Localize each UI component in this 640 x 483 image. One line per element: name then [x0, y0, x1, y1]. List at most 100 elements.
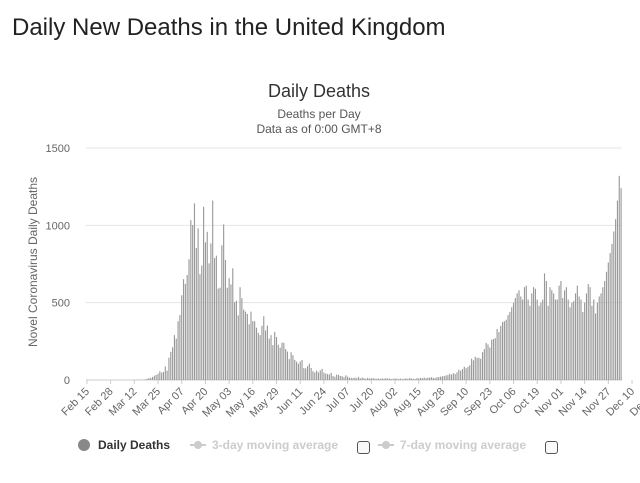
bar[interactable] [419, 377, 422, 380]
bar[interactable] [399, 378, 402, 380]
legend-item-daily-deaths[interactable]: Daily Deaths [78, 438, 170, 452]
bar[interactable] [314, 372, 316, 380]
bar[interactable] [281, 342, 283, 380]
bar[interactable] [193, 203, 196, 380]
bar[interactable] [480, 358, 482, 380]
bar[interactable] [405, 378, 407, 380]
bar[interactable] [199, 274, 201, 380]
bar[interactable] [177, 321, 179, 380]
bar[interactable] [323, 372, 325, 380]
bar[interactable] [197, 228, 199, 380]
bar[interactable] [188, 259, 190, 380]
bar[interactable] [474, 356, 476, 380]
bar[interactable] [531, 293, 533, 380]
bar[interactable] [518, 290, 520, 380]
bar[interactable] [580, 299, 582, 380]
bar[interactable] [564, 290, 566, 380]
bar[interactable] [341, 376, 343, 380]
bar[interactable] [345, 375, 347, 380]
bar[interactable] [348, 377, 351, 380]
bar[interactable] [265, 330, 267, 380]
checkbox-7-day-average[interactable] [545, 441, 558, 454]
bar[interactable] [146, 378, 148, 380]
bar[interactable] [620, 188, 622, 380]
bar[interactable] [190, 220, 192, 380]
bar[interactable] [213, 258, 216, 380]
bar[interactable] [330, 372, 332, 380]
bar[interactable] [574, 293, 577, 380]
bar[interactable] [388, 378, 391, 380]
bar[interactable] [257, 332, 259, 380]
bar[interactable] [491, 339, 493, 380]
bar[interactable] [602, 287, 604, 380]
bar[interactable] [394, 378, 396, 380]
legend-item-7-day-average[interactable]: 7-day moving average [378, 438, 526, 452]
bar[interactable] [618, 175, 620, 380]
bar[interactable] [241, 298, 243, 380]
bar[interactable] [410, 378, 412, 380]
bar[interactable] [235, 300, 237, 380]
bar[interactable] [301, 359, 303, 380]
bar[interactable] [540, 302, 542, 380]
bar[interactable] [347, 376, 349, 380]
bar[interactable] [206, 231, 208, 380]
bar[interactable] [605, 271, 608, 380]
bar[interactable] [569, 307, 571, 380]
bar[interactable] [522, 299, 524, 380]
bar[interactable] [511, 307, 513, 380]
bar[interactable] [359, 378, 361, 380]
bar[interactable] [376, 378, 378, 380]
bar[interactable] [250, 311, 252, 380]
bar[interactable] [378, 378, 380, 380]
bar[interactable] [551, 290, 553, 380]
bar[interactable] [487, 344, 489, 380]
bar[interactable] [232, 268, 234, 380]
bar[interactable] [303, 368, 305, 380]
bar[interactable] [571, 302, 573, 380]
bar[interactable] [585, 293, 588, 380]
bar[interactable] [582, 311, 584, 380]
bar[interactable] [523, 287, 526, 380]
bar[interactable] [332, 375, 334, 380]
bar[interactable] [294, 359, 296, 380]
bar[interactable] [217, 288, 219, 380]
bar[interactable] [370, 378, 372, 380]
legend-item-3-day-average[interactable]: 3-day moving average [190, 438, 338, 452]
bar[interactable] [450, 374, 453, 380]
bar[interactable] [445, 375, 447, 380]
bar[interactable] [469, 365, 471, 380]
bar[interactable] [409, 378, 411, 380]
bar[interactable] [440, 376, 442, 380]
bar[interactable] [465, 368, 467, 380]
bar[interactable] [514, 298, 516, 380]
bar[interactable] [443, 375, 445, 380]
bar[interactable] [337, 374, 340, 380]
bar[interactable] [412, 378, 414, 380]
bar[interactable] [352, 378, 354, 380]
bar[interactable] [226, 287, 228, 380]
bar[interactable] [277, 344, 279, 380]
bar[interactable] [288, 359, 290, 380]
bar[interactable] [485, 342, 487, 380]
bar[interactable] [398, 378, 400, 380]
bar[interactable] [175, 338, 177, 380]
checkbox-3-day-average[interactable] [357, 441, 370, 454]
bar[interactable] [427, 377, 429, 380]
bar[interactable] [396, 378, 398, 380]
bar[interactable] [363, 378, 365, 380]
bar[interactable] [607, 262, 609, 380]
bar[interactable] [272, 345, 274, 380]
bar[interactable] [325, 373, 327, 381]
bar[interactable] [368, 378, 371, 380]
bar[interactable] [259, 335, 261, 380]
bar[interactable] [509, 311, 511, 380]
bar[interactable] [246, 313, 248, 380]
bar[interactable] [365, 378, 367, 380]
bar[interactable] [151, 376, 154, 380]
bar[interactable] [319, 370, 321, 380]
bar[interactable] [343, 377, 345, 380]
bar[interactable] [600, 293, 602, 380]
bar[interactable] [184, 283, 186, 380]
bar[interactable] [268, 338, 270, 380]
bar[interactable] [560, 281, 562, 380]
